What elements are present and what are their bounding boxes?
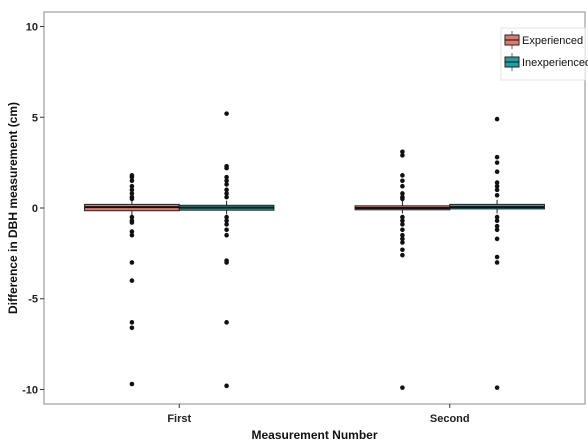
outlier-point	[400, 222, 405, 227]
box-group	[84, 199, 545, 216]
outlier-point	[400, 232, 405, 238]
outlier-point	[400, 218, 405, 224]
outlier-point	[224, 214, 229, 220]
outlier-point	[129, 178, 135, 184]
outlier-point	[400, 153, 405, 158]
y-tick-label: -10	[22, 384, 38, 396]
outlier-point	[224, 191, 229, 196]
outlier-point	[400, 183, 405, 189]
outlier-point	[494, 154, 500, 160]
outlier-point	[129, 191, 135, 196]
outlier-point	[224, 222, 229, 227]
outlier-point	[224, 320, 229, 325]
y-tick-label: 0	[32, 203, 38, 215]
outlier-point	[400, 385, 405, 390]
outlier-point	[400, 227, 405, 233]
x-tick-label: First	[167, 413, 191, 425]
outlier-point	[494, 214, 500, 220]
outlier-point	[400, 240, 405, 245]
outlier-point	[494, 227, 500, 233]
y-tick-label: 10	[26, 22, 38, 34]
outlier-point	[494, 180, 500, 185]
outlier-point	[494, 192, 500, 198]
outlier-point	[224, 383, 229, 389]
outlier-point	[224, 178, 229, 184]
outlier-point	[400, 247, 405, 253]
outlier-point	[224, 165, 229, 171]
outlier-point	[400, 178, 405, 184]
outlier-point	[224, 187, 229, 193]
legend: Experienced Inexperienced	[500, 27, 588, 81]
x-tick-label: Second	[430, 413, 470, 425]
outlier-point	[494, 116, 500, 122]
outlier-point	[494, 254, 500, 260]
outlier-point	[224, 182, 229, 187]
outlier-point	[129, 187, 135, 193]
outlier-point	[400, 191, 405, 196]
legend-label-experienced: Experienced	[522, 35, 583, 47]
outlier-point	[494, 169, 500, 175]
outlier-point	[494, 183, 500, 189]
outlier-point	[494, 385, 500, 390]
outlier-point	[129, 320, 135, 325]
outlier-point	[129, 381, 135, 387]
outlier-point	[129, 196, 135, 202]
legend-label-inexperienced: Inexperienced	[522, 57, 588, 69]
y-tick-label: -5	[28, 294, 38, 306]
outlier-point	[129, 232, 135, 238]
outlier-point	[224, 174, 229, 180]
outlier-point	[494, 218, 500, 224]
outlier-point	[224, 218, 229, 224]
outlier-point	[129, 229, 135, 234]
outlier-point	[224, 111, 229, 116]
outlier-point	[400, 173, 405, 178]
x-axis: First Second	[167, 404, 470, 425]
outlier-point	[129, 183, 135, 189]
outlier-point	[129, 220, 135, 225]
outlier-point	[224, 227, 229, 233]
outlier-point	[494, 260, 500, 265]
outlier-point	[494, 187, 500, 193]
outlier-point	[400, 149, 405, 155]
outlier-point	[224, 232, 229, 238]
outlier-point	[400, 252, 405, 258]
outlier-point	[494, 160, 500, 165]
outlier-point	[224, 260, 229, 265]
outlier-point	[129, 214, 135, 220]
outlier-point	[494, 223, 500, 229]
outlier-point	[400, 214, 405, 220]
outlier-point	[400, 196, 405, 202]
outlier-group	[129, 111, 500, 390]
y-axis-title: Difference in DBH measurement (cm)	[6, 102, 20, 314]
y-axis: -10 -5 0 5 10	[22, 22, 44, 396]
x-axis-title: Measurement Number	[251, 428, 377, 442]
outlier-point	[400, 236, 405, 242]
outlier-point	[224, 194, 229, 200]
outlier-point	[129, 278, 135, 283]
y-tick-label: 5	[32, 112, 38, 124]
outlier-point	[494, 236, 500, 242]
outlier-point	[129, 174, 135, 180]
outlier-point	[129, 260, 135, 265]
outlier-point	[129, 325, 135, 331]
